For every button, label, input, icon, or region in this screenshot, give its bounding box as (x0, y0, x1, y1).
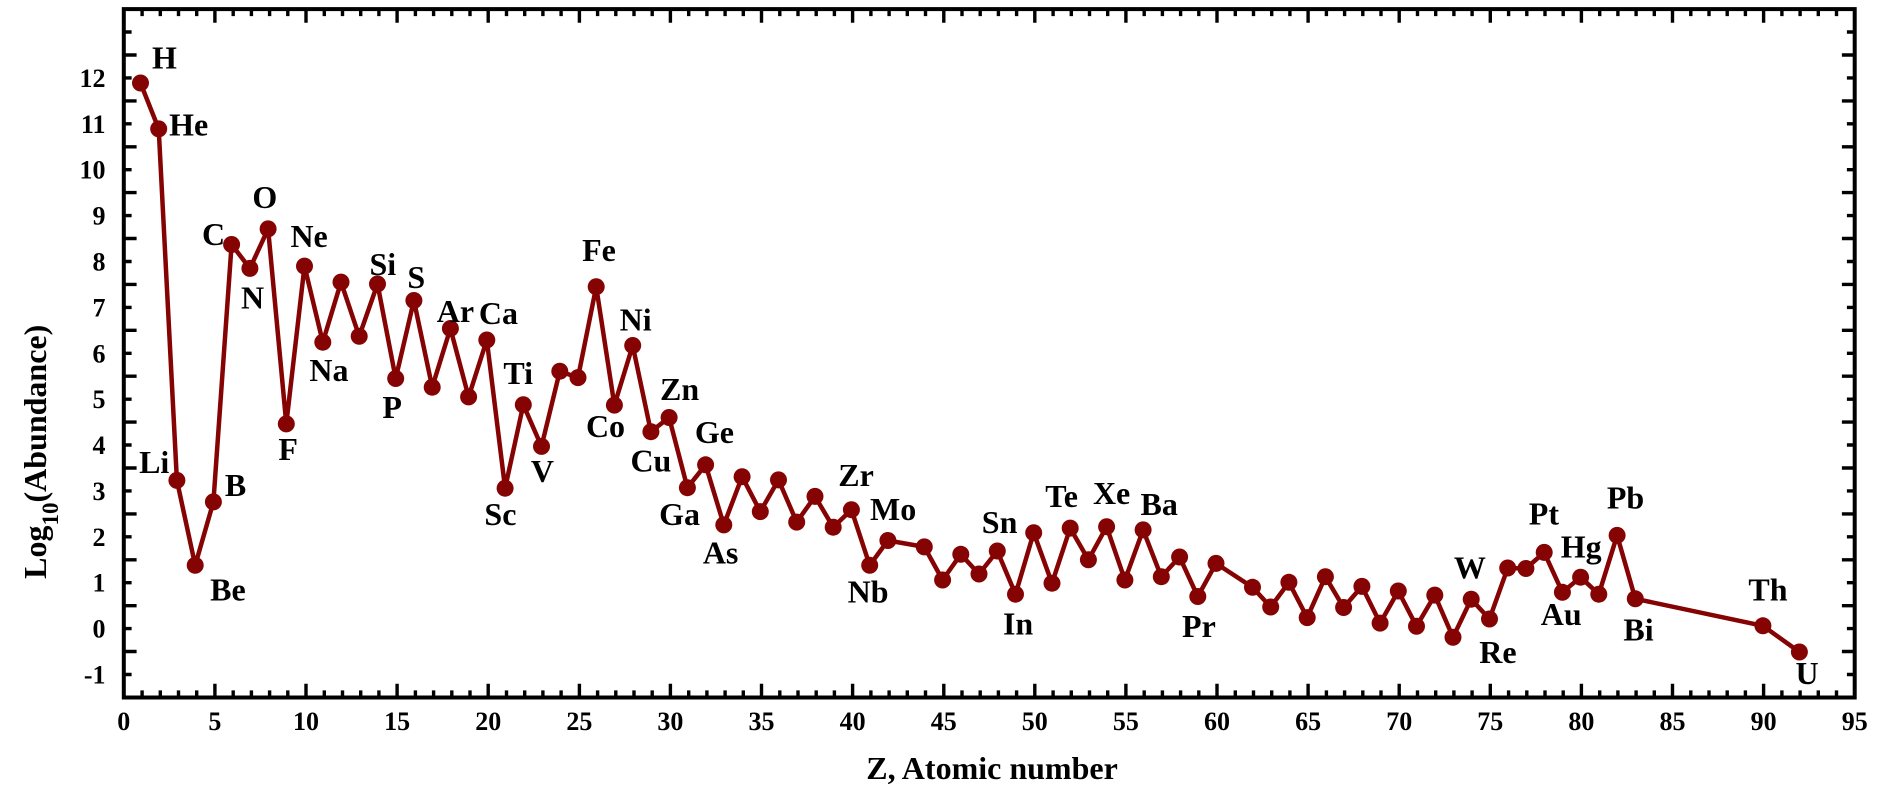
svg-text:Ga: Ga (659, 496, 700, 532)
svg-text:95: 95 (1842, 707, 1868, 736)
svg-text:5: 5 (93, 385, 106, 414)
svg-text:Bi: Bi (1623, 612, 1653, 648)
svg-text:B: B (225, 467, 246, 503)
svg-text:Ge: Ge (695, 414, 734, 450)
svg-text:He: He (169, 107, 208, 143)
svg-text:Pr: Pr (1182, 608, 1216, 644)
svg-text:90: 90 (1751, 707, 1777, 736)
svg-text:5: 5 (208, 707, 221, 736)
svg-text:4: 4 (93, 431, 106, 460)
svg-text:6: 6 (93, 339, 106, 368)
svg-text:Nb: Nb (848, 573, 889, 609)
svg-text:30: 30 (657, 707, 683, 736)
svg-text:45: 45 (931, 707, 957, 736)
svg-text:S: S (407, 259, 425, 295)
svg-text:W: W (1454, 549, 1486, 585)
svg-text:In: In (1003, 606, 1033, 642)
svg-text:Si: Si (369, 246, 396, 282)
svg-text:F: F (278, 431, 298, 467)
svg-text:80: 80 (1568, 707, 1594, 736)
svg-text:Re: Re (1479, 634, 1516, 670)
svg-text:Ni: Ni (620, 301, 652, 337)
svg-text:75: 75 (1477, 707, 1503, 736)
svg-text:P: P (382, 389, 402, 425)
svg-text:Pb: Pb (1607, 480, 1644, 516)
svg-text:60: 60 (1204, 707, 1230, 736)
svg-text:0: 0 (93, 615, 106, 644)
svg-text:10: 10 (293, 707, 319, 736)
svg-text:Fe: Fe (582, 232, 616, 268)
svg-text:Ca: Ca (479, 295, 518, 331)
svg-text:40: 40 (840, 707, 866, 736)
svg-text:Ne: Ne (290, 218, 327, 254)
svg-text:9: 9 (93, 202, 106, 231)
svg-text:25: 25 (566, 707, 592, 736)
svg-text:C: C (202, 216, 225, 252)
svg-text:V: V (531, 453, 554, 489)
svg-text:Xe: Xe (1093, 475, 1130, 511)
svg-text:Pt: Pt (1529, 495, 1560, 531)
svg-text:7: 7 (93, 293, 106, 322)
svg-text:3: 3 (93, 477, 106, 506)
svg-text:11: 11 (81, 110, 106, 139)
svg-text:2: 2 (93, 523, 106, 552)
svg-text:Sn: Sn (982, 504, 1018, 540)
svg-text:Li: Li (139, 444, 169, 480)
svg-text:35: 35 (749, 707, 775, 736)
svg-text:Cu: Cu (630, 443, 671, 479)
svg-text:50: 50 (1022, 707, 1048, 736)
svg-text:Sc: Sc (484, 496, 516, 532)
svg-text:Ar: Ar (437, 293, 474, 329)
svg-text:Th: Th (1748, 572, 1787, 608)
svg-text:Z, Atomic number: Z, Atomic number (866, 750, 1118, 786)
svg-text:Zn: Zn (660, 371, 699, 407)
svg-text:Ba: Ba (1141, 486, 1178, 522)
svg-text:N: N (241, 279, 264, 315)
svg-text:20: 20 (475, 707, 501, 736)
svg-text:U: U (1796, 655, 1819, 691)
svg-text:Co: Co (586, 408, 625, 444)
svg-text:12: 12 (80, 64, 106, 93)
svg-text:10: 10 (80, 156, 106, 185)
svg-text:Na: Na (309, 352, 348, 388)
svg-text:1: 1 (93, 569, 106, 598)
svg-text:Zr: Zr (838, 457, 874, 493)
svg-text:Be: Be (210, 571, 246, 607)
svg-text:0: 0 (117, 707, 130, 736)
svg-text:H: H (152, 40, 177, 76)
svg-text:Au: Au (1541, 596, 1582, 632)
svg-text:-1: -1 (84, 661, 106, 690)
svg-text:O: O (252, 179, 277, 215)
svg-text:65: 65 (1295, 707, 1321, 736)
svg-text:Mo: Mo (870, 491, 916, 527)
svg-text:Hg: Hg (1561, 528, 1602, 564)
svg-text:85: 85 (1660, 707, 1686, 736)
svg-text:As: As (703, 535, 739, 571)
svg-text:Ti: Ti (503, 355, 533, 391)
svg-text:15: 15 (384, 707, 410, 736)
svg-text:55: 55 (1113, 707, 1139, 736)
svg-text:Te: Te (1045, 478, 1078, 514)
svg-text:70: 70 (1386, 707, 1412, 736)
svg-text:8: 8 (93, 248, 106, 277)
